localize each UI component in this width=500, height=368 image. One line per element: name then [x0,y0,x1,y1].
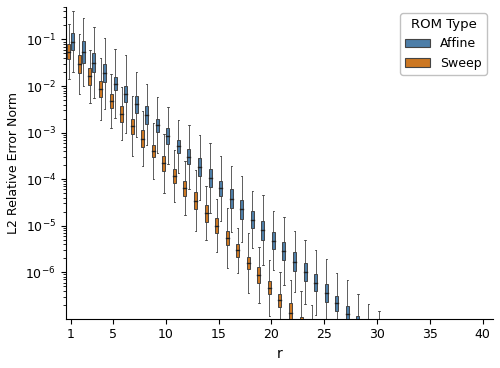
Bar [142,130,144,147]
Bar [378,336,380,354]
Bar [130,118,134,134]
Bar [204,205,208,222]
Bar [251,212,254,228]
Bar [314,274,317,291]
Bar [324,284,328,302]
Bar [336,296,338,311]
Bar [278,294,281,307]
Bar [82,42,85,63]
Y-axis label: L2 Relative Error Norm: L2 Relative Error Norm [7,92,20,234]
Bar [88,68,92,85]
Bar [173,169,176,183]
Bar [110,94,112,109]
Bar [398,358,402,368]
Bar [72,33,74,50]
Bar [258,267,260,283]
Bar [268,281,271,294]
Bar [282,242,286,260]
Bar [194,192,197,209]
Bar [146,106,148,124]
Bar [367,325,370,344]
Bar [162,156,166,171]
Bar [120,106,123,121]
Bar [320,343,324,357]
Bar [310,328,313,347]
Bar [188,149,190,164]
Bar [289,304,292,322]
Bar [208,169,212,187]
Bar [114,77,116,91]
Bar [103,64,106,82]
Bar [215,218,218,233]
Bar [226,231,228,245]
Bar [388,349,391,362]
Bar [300,317,302,333]
Bar [156,119,159,132]
Bar [78,55,81,73]
Bar [68,44,70,60]
Bar [124,86,127,102]
Bar [219,181,222,196]
Bar [293,252,296,271]
Bar [152,145,155,157]
Bar [247,256,250,269]
Bar [304,263,306,281]
Bar [177,140,180,153]
Bar [262,221,264,240]
Bar [198,158,201,176]
Bar [240,199,243,219]
Bar [331,355,334,368]
Bar [236,244,239,257]
Bar [346,305,349,322]
X-axis label: r: r [276,347,282,361]
Bar [134,96,138,113]
Bar [230,189,232,208]
Bar [356,316,360,333]
Legend: Affine, Sweep: Affine, Sweep [400,13,487,75]
Bar [272,232,275,249]
Bar [99,81,102,96]
Bar [342,367,345,368]
Bar [166,128,170,144]
Bar [92,53,96,72]
Bar [184,181,186,196]
